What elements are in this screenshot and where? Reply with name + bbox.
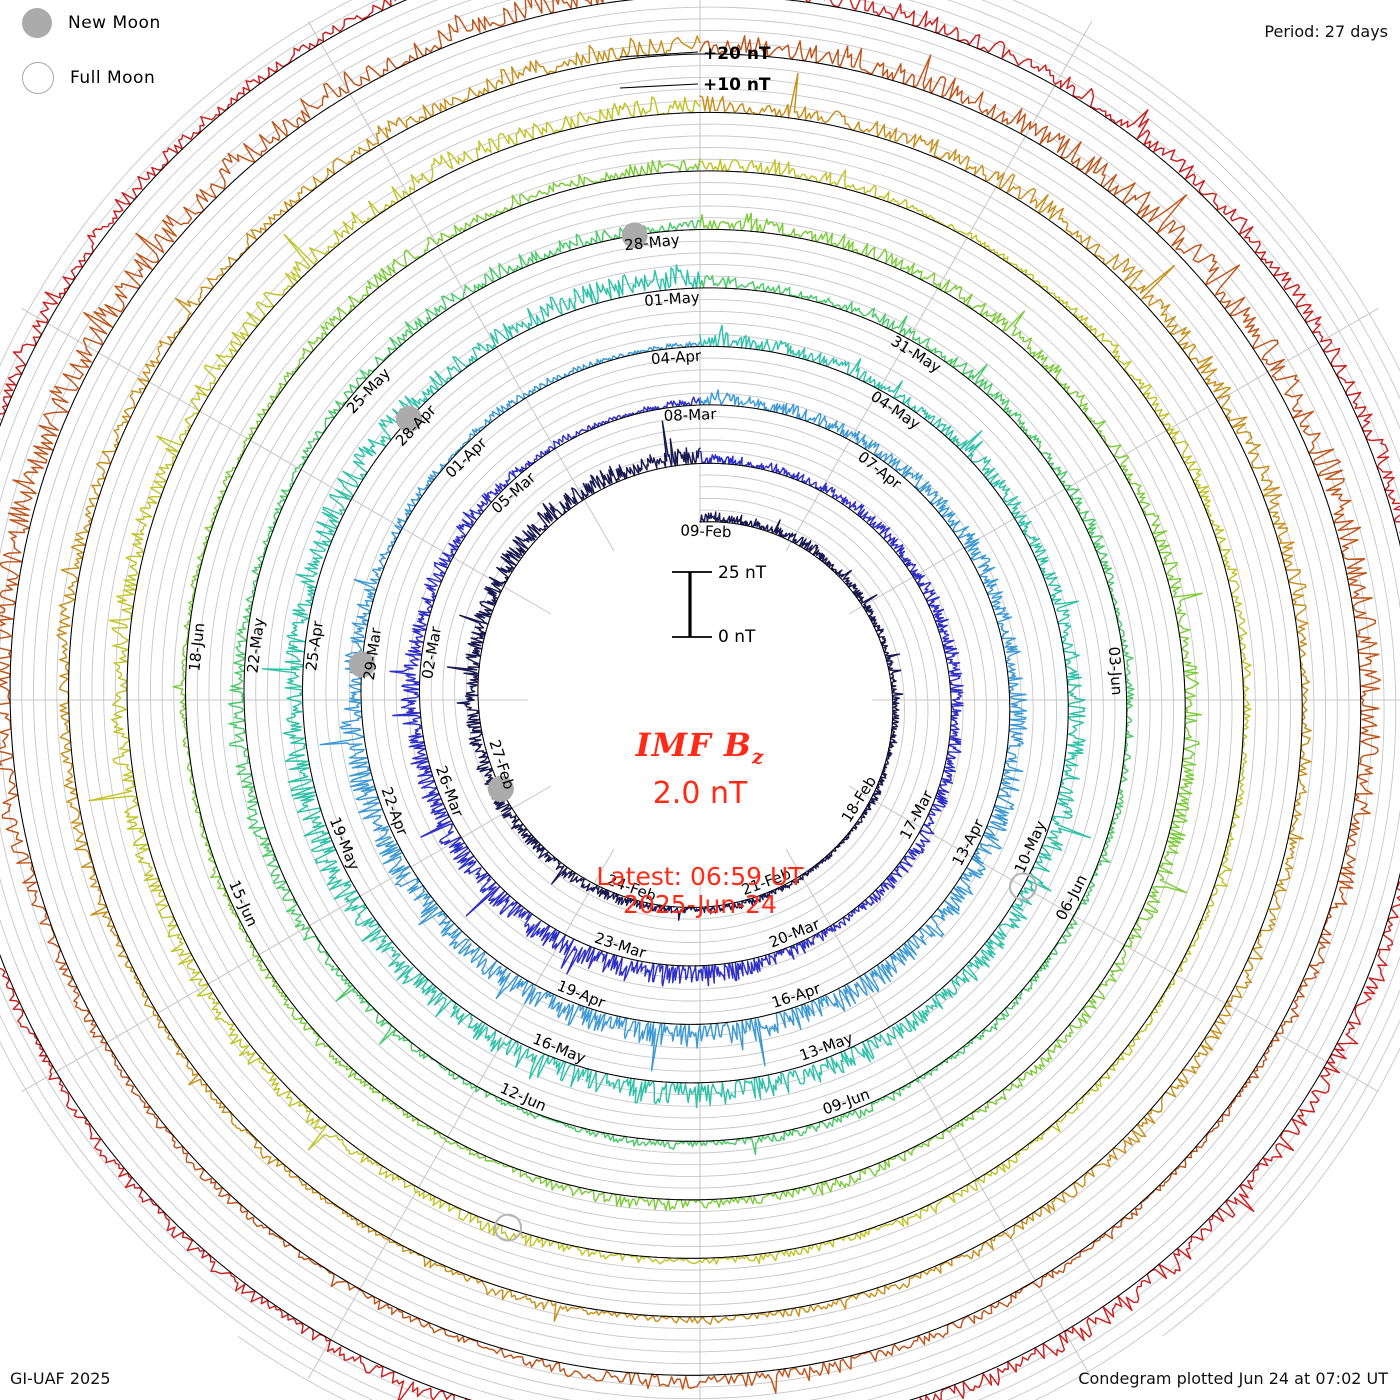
new-moon-marker [396, 406, 422, 432]
legend-new-moon: New Moon [22, 8, 161, 38]
baseline-rot-4 [301, 287, 1069, 1084]
spiral-date-label: 01-Apr [442, 433, 491, 481]
full-moon-icon [22, 62, 54, 94]
trace-rot-6 [172, 157, 1203, 1211]
spiral-date-label: 22-May [243, 617, 268, 674]
spiral-date-label: 28-May [623, 231, 680, 255]
full-moon-marker [1009, 872, 1037, 901]
baseline-rot-5 [243, 228, 1128, 1142]
new-moon-marker [487, 775, 514, 802]
scalebar-bottom-label: 0 nT [718, 627, 756, 647]
spiral-date-label: 19-Apr [554, 977, 608, 1013]
moon-markers [349, 222, 1037, 1242]
scale-leader-lines [619, 51, 712, 638]
spiral-date-label: 08-Mar [663, 405, 717, 425]
scale-label-10nt: +10 nT [703, 75, 771, 95]
spiral-date-label: 04-Apr [650, 347, 702, 369]
spiral-date-label: 23-Mar [592, 929, 649, 963]
spiral-date-label: 12-Jun [497, 1079, 549, 1115]
scalebar-top-label: 25 nT [718, 563, 767, 583]
spiral-date-label: 09-Feb [680, 521, 732, 541]
new-moon-marker [621, 222, 648, 249]
center-title-sub: z [751, 744, 765, 769]
spiral-date-label: 03-Jun [1105, 646, 1126, 696]
baseline-rot-6 [184, 170, 1186, 1201]
baseline-rot-2 [418, 404, 952, 967]
baseline-rot-9 [9, 0, 1362, 1376]
spiral-date-label: 31-May [888, 332, 945, 377]
spiral-date-label: 29-Mar [360, 626, 385, 682]
center-title-main: IMF B [635, 726, 752, 764]
spiral-date-label: 13-Apr [948, 815, 988, 868]
baseline-rot-1 [477, 462, 894, 909]
center-latest-time: Latest: 06:59 UT [596, 862, 804, 891]
baseline-rot-3 [360, 345, 1011, 1025]
spiral-date-label: 18-Jun [185, 622, 208, 672]
spiral-date-label: 25-Apr [302, 619, 327, 672]
credit-label: GI-UAF 2025 [10, 1369, 111, 1388]
scale-label-20nt: +20 nT [703, 44, 771, 64]
trace-rot-8 [56, 35, 1312, 1325]
trace-rot-2 [389, 396, 964, 987]
period-label: Period: 27 days [1264, 22, 1388, 41]
spiral-date-label: 02-Mar [418, 624, 445, 680]
legend-full-moon-label: Full Moon [70, 68, 156, 88]
baseline-rot-7 [126, 111, 1245, 1259]
baseline-rot-8 [68, 53, 1303, 1318]
center-value: 2.0 nT [652, 776, 748, 811]
center-latest-date: 2025-Jun-24 [623, 890, 777, 919]
legend-full-moon: Full Moon [22, 62, 155, 94]
plotted-label: Condegram plotted Jun 24 at 07:02 UT [1078, 1369, 1388, 1388]
spiral-date-label: 01-May [644, 288, 701, 310]
legend-new-moon-label: New Moon [68, 13, 161, 33]
center-title: IMF Bz [0, 726, 1400, 768]
full-moon-marker [494, 1213, 522, 1242]
new-moon-marker [349, 651, 375, 678]
new-moon-icon [22, 8, 52, 38]
